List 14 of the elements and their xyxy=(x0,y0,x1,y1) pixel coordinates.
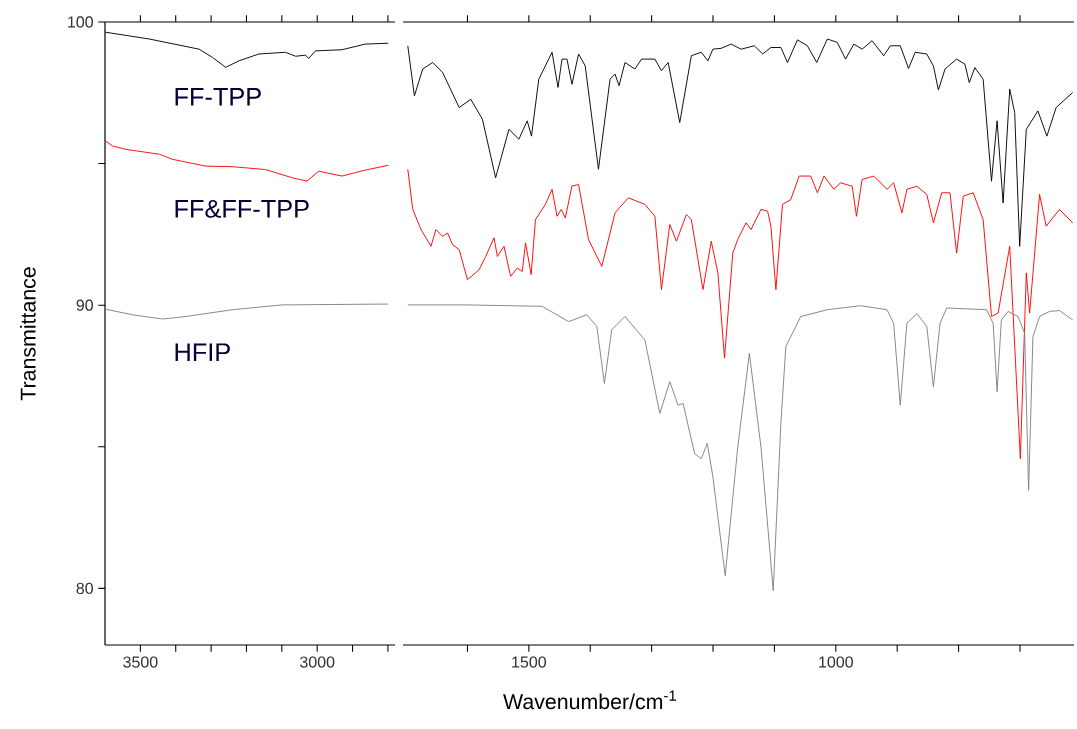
y-tick-label: 90 xyxy=(76,299,93,311)
y-axis-title: Transmittance xyxy=(20,267,36,401)
y-tick-label: 80 xyxy=(76,582,93,595)
series-label: FF&FF-TPP xyxy=(175,200,309,218)
series-label: HFIP xyxy=(175,343,230,361)
line-series xyxy=(105,303,389,320)
x-tick-label: 3000 xyxy=(300,656,335,668)
x-axis-title: Wavenumber/cm$^{-1}$ xyxy=(503,690,676,710)
x-tick-label: 1500 xyxy=(512,656,547,668)
x-tick-label: 3500 xyxy=(123,656,158,668)
line-series xyxy=(105,140,389,182)
series-label: FF-TPP xyxy=(175,88,261,106)
y-tick-label: 100 xyxy=(68,16,93,28)
x-tick-label: 1000 xyxy=(819,656,853,668)
